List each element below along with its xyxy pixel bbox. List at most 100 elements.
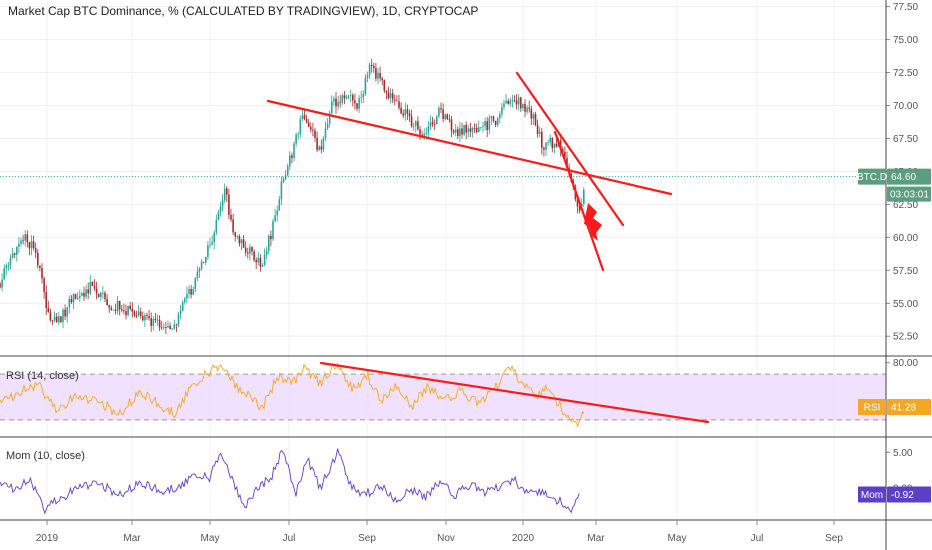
candle-body — [91, 282, 94, 286]
candle-body — [251, 247, 253, 252]
candle-body — [316, 137, 318, 150]
candle-body — [496, 118, 499, 125]
price-tag-symbol: BTC.D — [857, 172, 887, 183]
arrow-marker[interactable] — [584, 203, 602, 241]
candle-body — [43, 278, 45, 293]
candle-body — [39, 265, 41, 269]
price-countdown: 03:03:01 — [890, 190, 929, 201]
candle-body — [104, 292, 106, 300]
candle-body — [454, 129, 457, 133]
x-tick-label: 2020 — [512, 533, 535, 544]
candle-body — [230, 214, 232, 220]
trendline-rsi[interactable] — [319, 361, 710, 424]
candle-body — [286, 166, 289, 176]
price-tick-label: 60.00 — [893, 233, 918, 244]
candle-body — [87, 289, 89, 294]
candle-body — [360, 97, 362, 99]
candle-body — [354, 100, 356, 104]
candle-body — [53, 316, 56, 321]
price-tick-label: 52.50 — [893, 332, 918, 343]
candle-body — [5, 265, 8, 269]
candle-body — [209, 244, 211, 246]
candle-body — [385, 90, 388, 93]
candle-body — [28, 242, 31, 249]
rsi-series — [0, 362, 585, 428]
candle-body — [175, 324, 178, 326]
candle-body — [238, 236, 241, 244]
candle-body — [226, 188, 228, 195]
candle-body — [475, 127, 478, 132]
candle-body — [110, 307, 113, 310]
candle-body — [310, 127, 312, 130]
candle-body — [137, 311, 140, 316]
candle-body — [177, 314, 180, 325]
candle-body — [148, 316, 150, 319]
candle-body — [116, 300, 119, 311]
candle-body — [118, 300, 121, 310]
candle-body — [339, 102, 341, 103]
candle-body — [146, 315, 148, 317]
candle-body — [438, 108, 440, 117]
candle-body — [142, 316, 144, 321]
x-tick-label: Nov — [437, 533, 455, 544]
candle-body — [41, 268, 43, 279]
candle-body — [358, 98, 360, 109]
candle-body — [429, 122, 432, 127]
candle-body — [70, 298, 73, 303]
candle-body — [123, 310, 125, 312]
candle-body — [446, 114, 449, 120]
trendline-support[interactable] — [266, 99, 673, 196]
candle-body — [135, 315, 138, 317]
candle-body — [263, 255, 266, 265]
candle-body — [293, 143, 295, 158]
candle-body — [198, 268, 201, 272]
candle-body — [494, 120, 497, 125]
candle-body — [335, 98, 337, 107]
candle-body — [528, 107, 530, 109]
candle-body — [295, 134, 297, 144]
candle-body — [150, 318, 152, 326]
trendline-drawings[interactable] — [266, 71, 710, 424]
candle-body — [291, 155, 293, 158]
candle-body — [400, 107, 402, 114]
candle-body — [452, 130, 455, 133]
candle-body — [412, 125, 415, 127]
candle-body — [265, 250, 268, 256]
candle-body — [1, 279, 3, 288]
price-candles — [0, 58, 886, 335]
candle-body — [524, 103, 526, 112]
candle-body — [249, 247, 251, 254]
x-tick-label: Jul — [283, 533, 296, 544]
price-tick-label: 70.00 — [893, 101, 918, 112]
candle-body — [463, 124, 465, 135]
candle-body — [318, 146, 320, 150]
mom-tick-label: 5.00 — [893, 448, 913, 459]
price-tick-label: 67.50 — [893, 134, 918, 145]
candle-body — [484, 121, 486, 127]
candle-body — [186, 293, 188, 299]
candle-body — [469, 128, 472, 132]
trendline-descending[interactable] — [515, 71, 625, 227]
candle-body — [270, 235, 272, 240]
candle-body — [247, 252, 249, 254]
candle-body — [169, 325, 171, 330]
candle-body — [307, 122, 310, 128]
candle-body — [555, 143, 558, 147]
candle-body — [396, 100, 398, 102]
candle-body — [85, 289, 87, 297]
candle-body — [507, 100, 509, 104]
candle-body — [144, 315, 146, 321]
candle-body — [18, 243, 20, 247]
candle-body — [547, 142, 549, 144]
candle-body — [184, 298, 186, 303]
candle-body — [190, 289, 192, 295]
candle-body — [93, 285, 96, 289]
candle-body — [341, 95, 344, 103]
candle-body — [402, 113, 404, 116]
candle-body — [9, 257, 12, 266]
mom-tag-value: -0.92 — [891, 490, 914, 501]
price-tag-label-bg — [858, 168, 886, 185]
price-tick-label: 62.50 — [893, 200, 918, 211]
trendline-steep[interactable] — [553, 130, 605, 272]
candle-body — [478, 127, 480, 132]
